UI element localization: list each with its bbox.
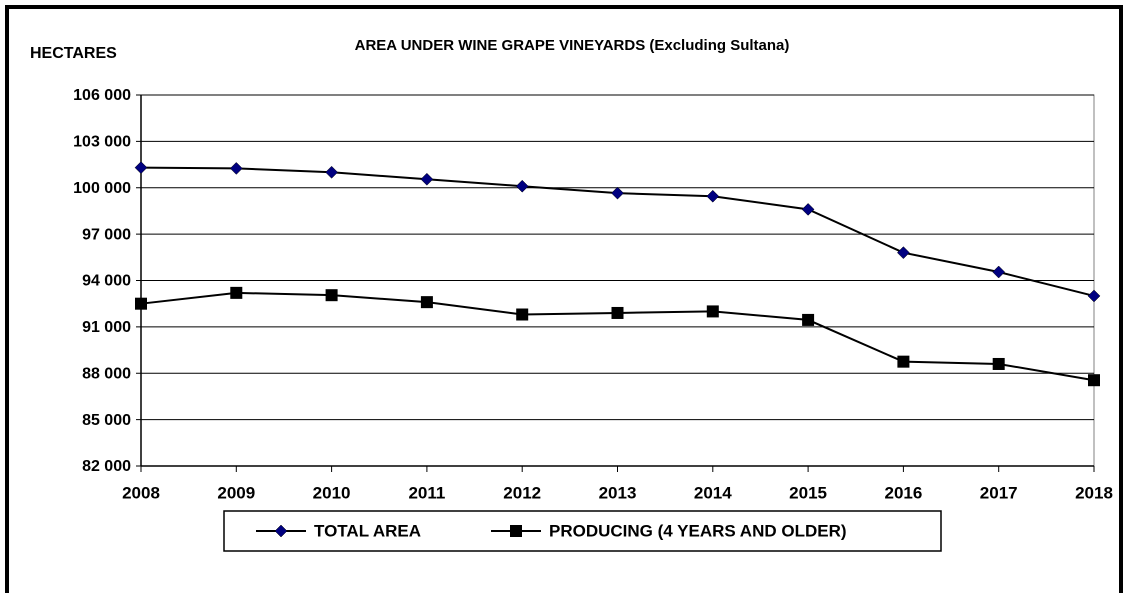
data-point: [325, 289, 338, 302]
x-tick-label: 2017: [980, 483, 1018, 502]
data-point: [229, 162, 243, 175]
legend-marker: [510, 525, 522, 537]
data-point: [897, 355, 910, 368]
legend-label: PRODUCING (4 YEARS AND OLDER): [549, 521, 847, 540]
data-point: [325, 165, 338, 179]
y-tick-label: 88 000: [82, 365, 131, 382]
series-line: [140, 291, 1095, 382]
data-point: [1087, 289, 1101, 303]
y-tick-label: 94 000: [82, 273, 131, 290]
x-tick-label: 2010: [313, 483, 351, 502]
x-tick-label: 2013: [599, 483, 637, 502]
x-tick-label: 2018: [1075, 483, 1113, 502]
data-point: [897, 246, 910, 260]
y-tick-label: 91 000: [82, 319, 131, 336]
legend-label: TOTAL AREA: [314, 521, 421, 540]
data-point: [801, 203, 815, 216]
y-tick-label: 100 000: [73, 180, 131, 197]
data-point: [706, 305, 719, 318]
chart-border: [5, 5, 1123, 593]
x-tick-label: 2015: [789, 483, 827, 502]
x-tick-label: 2016: [884, 483, 922, 502]
data-point: [611, 306, 624, 319]
data-point: [802, 313, 815, 326]
data-point: [992, 357, 1005, 370]
x-tick-label: 2011: [408, 483, 445, 502]
y-tick-label: 103 000: [73, 134, 131, 151]
y-tick-label: 85 000: [82, 412, 131, 429]
data-point: [611, 186, 624, 200]
data-point: [516, 308, 529, 321]
y-axis-label: HECTARES: [30, 45, 117, 62]
x-tick-label: 2014: [694, 483, 732, 502]
data-point: [134, 161, 148, 175]
x-tick-label: 2012: [503, 483, 541, 502]
data-point: [706, 189, 720, 203]
data-point: [1088, 374, 1100, 387]
chart-title: AREA UNDER WINE GRAPE VINEYARDS (Excludi…: [355, 37, 790, 54]
data-point: [135, 297, 147, 310]
x-tick-label: 2009: [217, 483, 255, 502]
data-point: [992, 265, 1006, 279]
y-tick-label: 97 000: [82, 226, 131, 243]
x-tick-label: 2008: [122, 483, 160, 502]
y-tick-label: 82 000: [82, 458, 131, 475]
legend-box: [223, 510, 942, 552]
data-point: [420, 172, 434, 186]
data-point: [515, 179, 529, 193]
legend-marker: [274, 524, 288, 538]
data-point: [420, 296, 433, 309]
y-tick-label: 106 000: [73, 87, 131, 104]
data-point: [230, 286, 243, 299]
